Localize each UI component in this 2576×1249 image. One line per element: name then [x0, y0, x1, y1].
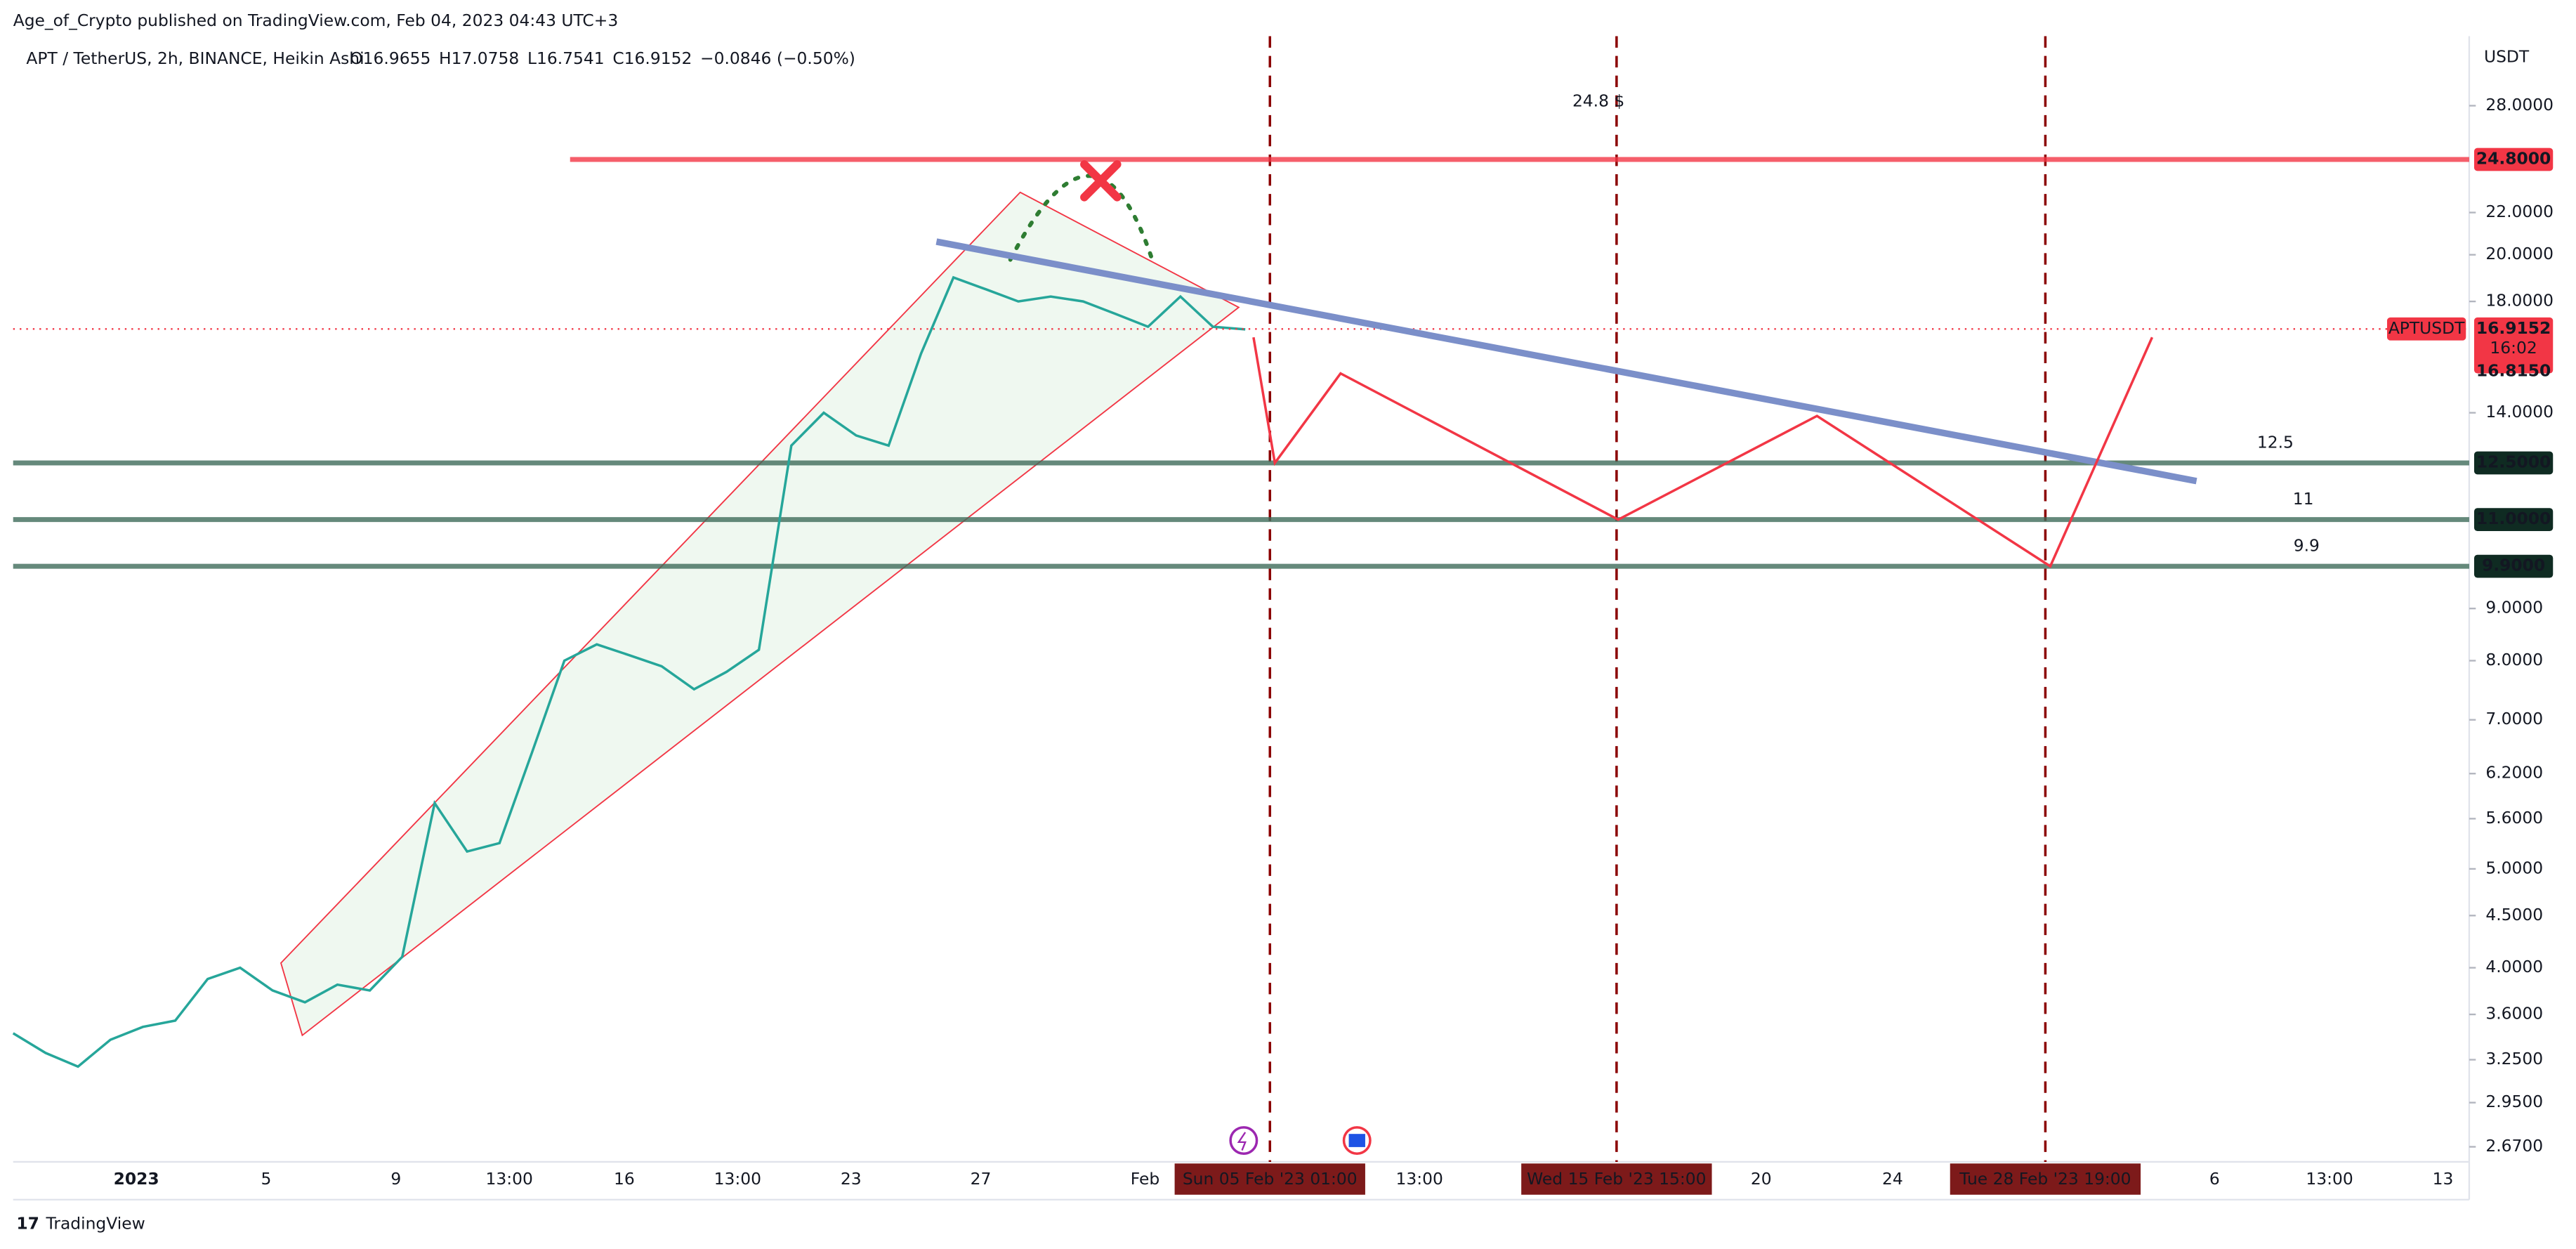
- level-note: 11: [2293, 489, 2314, 509]
- y-tick-label: 5.6000: [2485, 808, 2543, 828]
- price-tag-label: 11.0000: [2476, 509, 2551, 528]
- y-tick-label: 3.2500: [2485, 1049, 2543, 1068]
- event-bolt: [1237, 1132, 1247, 1151]
- x-tick-label: 9: [390, 1169, 401, 1189]
- x-tick-label: 5: [261, 1169, 272, 1189]
- price-tag: [2473, 148, 2554, 171]
- x-tick-label: 20: [1751, 1169, 1772, 1189]
- x-tick-label: 13:00: [714, 1169, 761, 1189]
- price-tag: [2473, 451, 2554, 475]
- legend-value: L16.7541: [527, 48, 605, 68]
- y-tick-label: 2.6700: [2485, 1136, 2543, 1156]
- x-tick-label: 6: [2209, 1169, 2220, 1189]
- legend-value: C16.9152: [612, 48, 692, 68]
- trendline: [935, 238, 2197, 485]
- footer: TradingView: [46, 1213, 145, 1233]
- countdown: 16:02: [2490, 338, 2537, 358]
- symbol-tag: [2386, 317, 2466, 341]
- y-tick-label: 28.0000: [2485, 95, 2554, 115]
- y-tick-label: 22.0000: [2485, 202, 2554, 221]
- failed-breakout: [1008, 174, 1156, 266]
- y-tick-label: 5.0000: [2485, 858, 2543, 877]
- symbol-tag-label: APTUSDT: [2388, 318, 2465, 338]
- price-line: [12, 275, 1246, 1068]
- level-note: 24.8 $: [1572, 91, 1624, 111]
- price-tag: [2473, 508, 2554, 532]
- y-tick-label: 6.2000: [2485, 763, 2543, 783]
- y-tick-label: 8.0000: [2485, 650, 2543, 669]
- x-tick-label: 2023: [114, 1169, 159, 1189]
- level-note: 12.5: [2257, 432, 2294, 452]
- price-tag-label: 16.9152: [2476, 318, 2551, 338]
- channel: [280, 191, 1240, 1037]
- x-tick-label: 27: [971, 1169, 992, 1189]
- price-tag-label: 24.8000: [2476, 149, 2551, 169]
- low-label: 16.8150: [2476, 361, 2551, 381]
- x-tick-label: Sun 05 Feb '23 01:00: [1183, 1169, 1358, 1189]
- y-tick-label: 4.0000: [2485, 957, 2543, 976]
- level-note: 9.9: [2294, 536, 2320, 556]
- x-tick-label: Feb: [1131, 1169, 1159, 1189]
- time-label-box: [1950, 1163, 2141, 1195]
- event-icon[interactable]: [1229, 1126, 1259, 1156]
- y-tick-label: 20.0000: [2485, 244, 2554, 263]
- y-tick-label: 7.0000: [2485, 709, 2543, 728]
- price-tag: [2473, 554, 2554, 578]
- x-tick-label: Tue 28 Feb '23 19:00: [1959, 1169, 2131, 1189]
- legend-value: −0.0846 (−0.50%): [700, 48, 855, 68]
- x-tick-label: 13: [2433, 1169, 2454, 1189]
- event-flag: [1348, 1134, 1365, 1147]
- y-tick-label: 14.0000: [2485, 402, 2554, 421]
- x-tick-label: 13:00: [485, 1169, 532, 1189]
- time-label-box: [1174, 1163, 1365, 1195]
- y-tick-label: 2.9500: [2485, 1092, 2543, 1111]
- price-tag-label: 9.9000: [2482, 556, 2545, 575]
- price-tag-label: 12.5000: [2476, 452, 2551, 472]
- x-tick-label: Wed 15 Feb '23 15:00: [1527, 1169, 1706, 1189]
- x-tick-label: 16: [614, 1169, 635, 1189]
- price-tag: [2473, 317, 2554, 374]
- header: Age_of_Crypto published on TradingView.c…: [13, 11, 619, 30]
- logo-mark: 17: [16, 1213, 39, 1233]
- y-tick-label: 9.0000: [2485, 598, 2543, 617]
- y-tick-label: 3.6000: [2485, 1004, 2543, 1024]
- legend-value: H17.0758: [439, 48, 519, 68]
- time-label-box: [1521, 1163, 1712, 1195]
- y-tick-label: 18.0000: [2485, 291, 2554, 310]
- axis-unit: USDT: [2484, 46, 2530, 66]
- legend-title: APT / TetherUS, 2h, BINANCE, Heikin Ashi: [26, 48, 364, 68]
- x-tick-label: 24: [1882, 1169, 1903, 1189]
- legend-value: O16.9655: [350, 48, 431, 68]
- x-tick-label: 13:00: [2306, 1169, 2353, 1189]
- x-tick-label: 23: [841, 1169, 862, 1189]
- cross-mark: [1080, 160, 1122, 202]
- x-tick-label: 13:00: [1395, 1169, 1443, 1189]
- y-tick-label: 4.5000: [2485, 905, 2543, 924]
- projection: [1252, 336, 2154, 568]
